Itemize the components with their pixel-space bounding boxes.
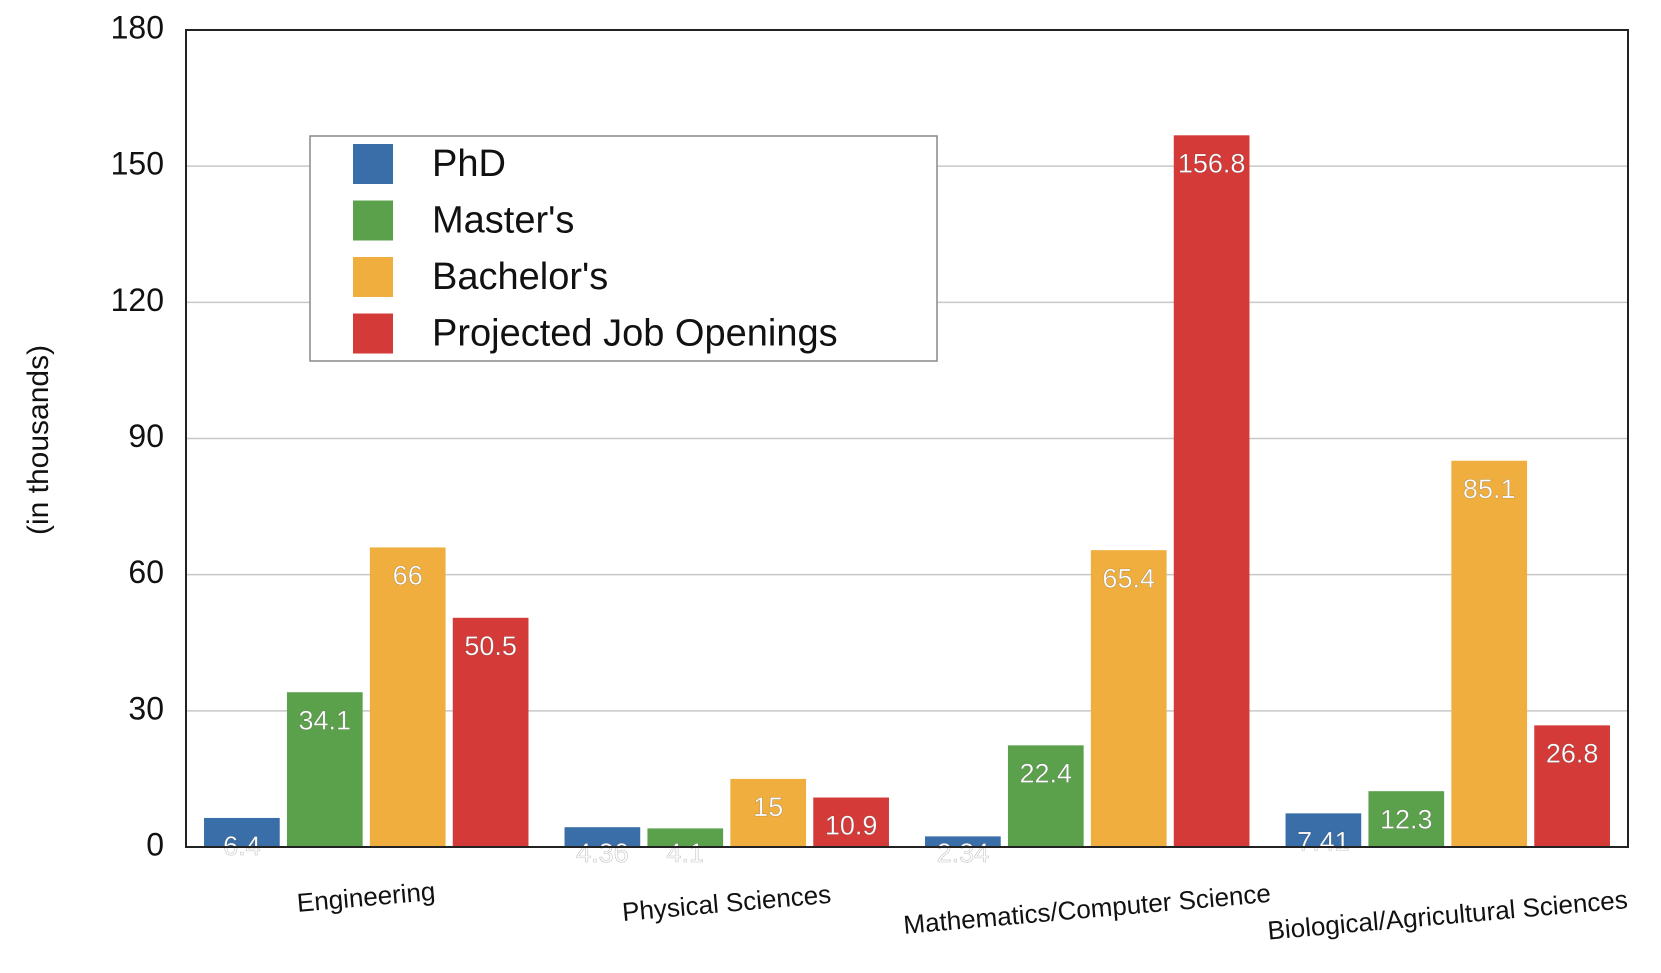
y-tick-label: 90 bbox=[128, 418, 164, 454]
data-label: 7.41 bbox=[1297, 826, 1350, 856]
data-label: 65.4 bbox=[1102, 563, 1155, 593]
x-tick-label: Physical Sciences bbox=[621, 879, 832, 927]
bar bbox=[1090, 550, 1167, 847]
legend-box bbox=[309, 135, 938, 362]
bar bbox=[730, 778, 807, 847]
data-label: 50.5 bbox=[464, 631, 517, 661]
bar bbox=[1007, 745, 1084, 847]
x-tick-label: Mathematics/Computer Science bbox=[902, 878, 1272, 940]
data-label: 156.8 bbox=[1178, 148, 1246, 178]
bar bbox=[204, 817, 280, 847]
bar bbox=[564, 827, 641, 847]
y-tick-label: 180 bbox=[111, 9, 164, 45]
plot-frame bbox=[185, 29, 1629, 848]
y-tick-label: 60 bbox=[128, 554, 164, 590]
data-label: 2.34 bbox=[937, 838, 990, 868]
bar bbox=[647, 828, 724, 847]
data-label: 12.3 bbox=[1380, 804, 1433, 834]
y-tick-label: 30 bbox=[128, 690, 164, 726]
bar bbox=[813, 797, 889, 847]
bar bbox=[1285, 813, 1362, 847]
legend-label: Master's bbox=[432, 200, 574, 242]
data-label: 15 bbox=[753, 792, 783, 822]
bar bbox=[1173, 135, 1250, 847]
y-tick-label: 0 bbox=[146, 826, 164, 862]
data-label: 34.1 bbox=[299, 705, 352, 735]
legend-swatch bbox=[353, 313, 393, 354]
y-axis-label: (in thousands) bbox=[22, 345, 55, 535]
data-label: 85.1 bbox=[1463, 474, 1516, 504]
data-label: 4.1 bbox=[667, 838, 705, 868]
y-tick-label: 120 bbox=[111, 282, 164, 318]
legend-swatch bbox=[353, 144, 393, 184]
legend-label: Projected Job Openings bbox=[432, 313, 838, 355]
data-label: 10.9 bbox=[825, 811, 878, 841]
bar bbox=[1534, 725, 1610, 847]
bar bbox=[1368, 791, 1445, 847]
bar bbox=[1451, 460, 1528, 847]
data-label: 22.4 bbox=[1020, 758, 1073, 788]
data-label: 26.8 bbox=[1546, 738, 1599, 768]
legend-swatch bbox=[353, 257, 393, 297]
bar bbox=[369, 547, 446, 847]
legend-label: PhD bbox=[432, 143, 506, 185]
data-label: 66 bbox=[393, 561, 423, 591]
bar bbox=[286, 692, 363, 847]
bar bbox=[452, 617, 529, 847]
data-label: 4.36 bbox=[576, 838, 629, 868]
x-tick-label: Engineering bbox=[296, 876, 437, 918]
legend-swatch bbox=[353, 200, 393, 241]
bar bbox=[925, 836, 1001, 847]
y-tick-label: 150 bbox=[111, 146, 164, 182]
x-tick-label: Biological/Agricultural Sciences bbox=[1266, 884, 1629, 945]
legend-label: Bachelor's bbox=[432, 256, 608, 298]
